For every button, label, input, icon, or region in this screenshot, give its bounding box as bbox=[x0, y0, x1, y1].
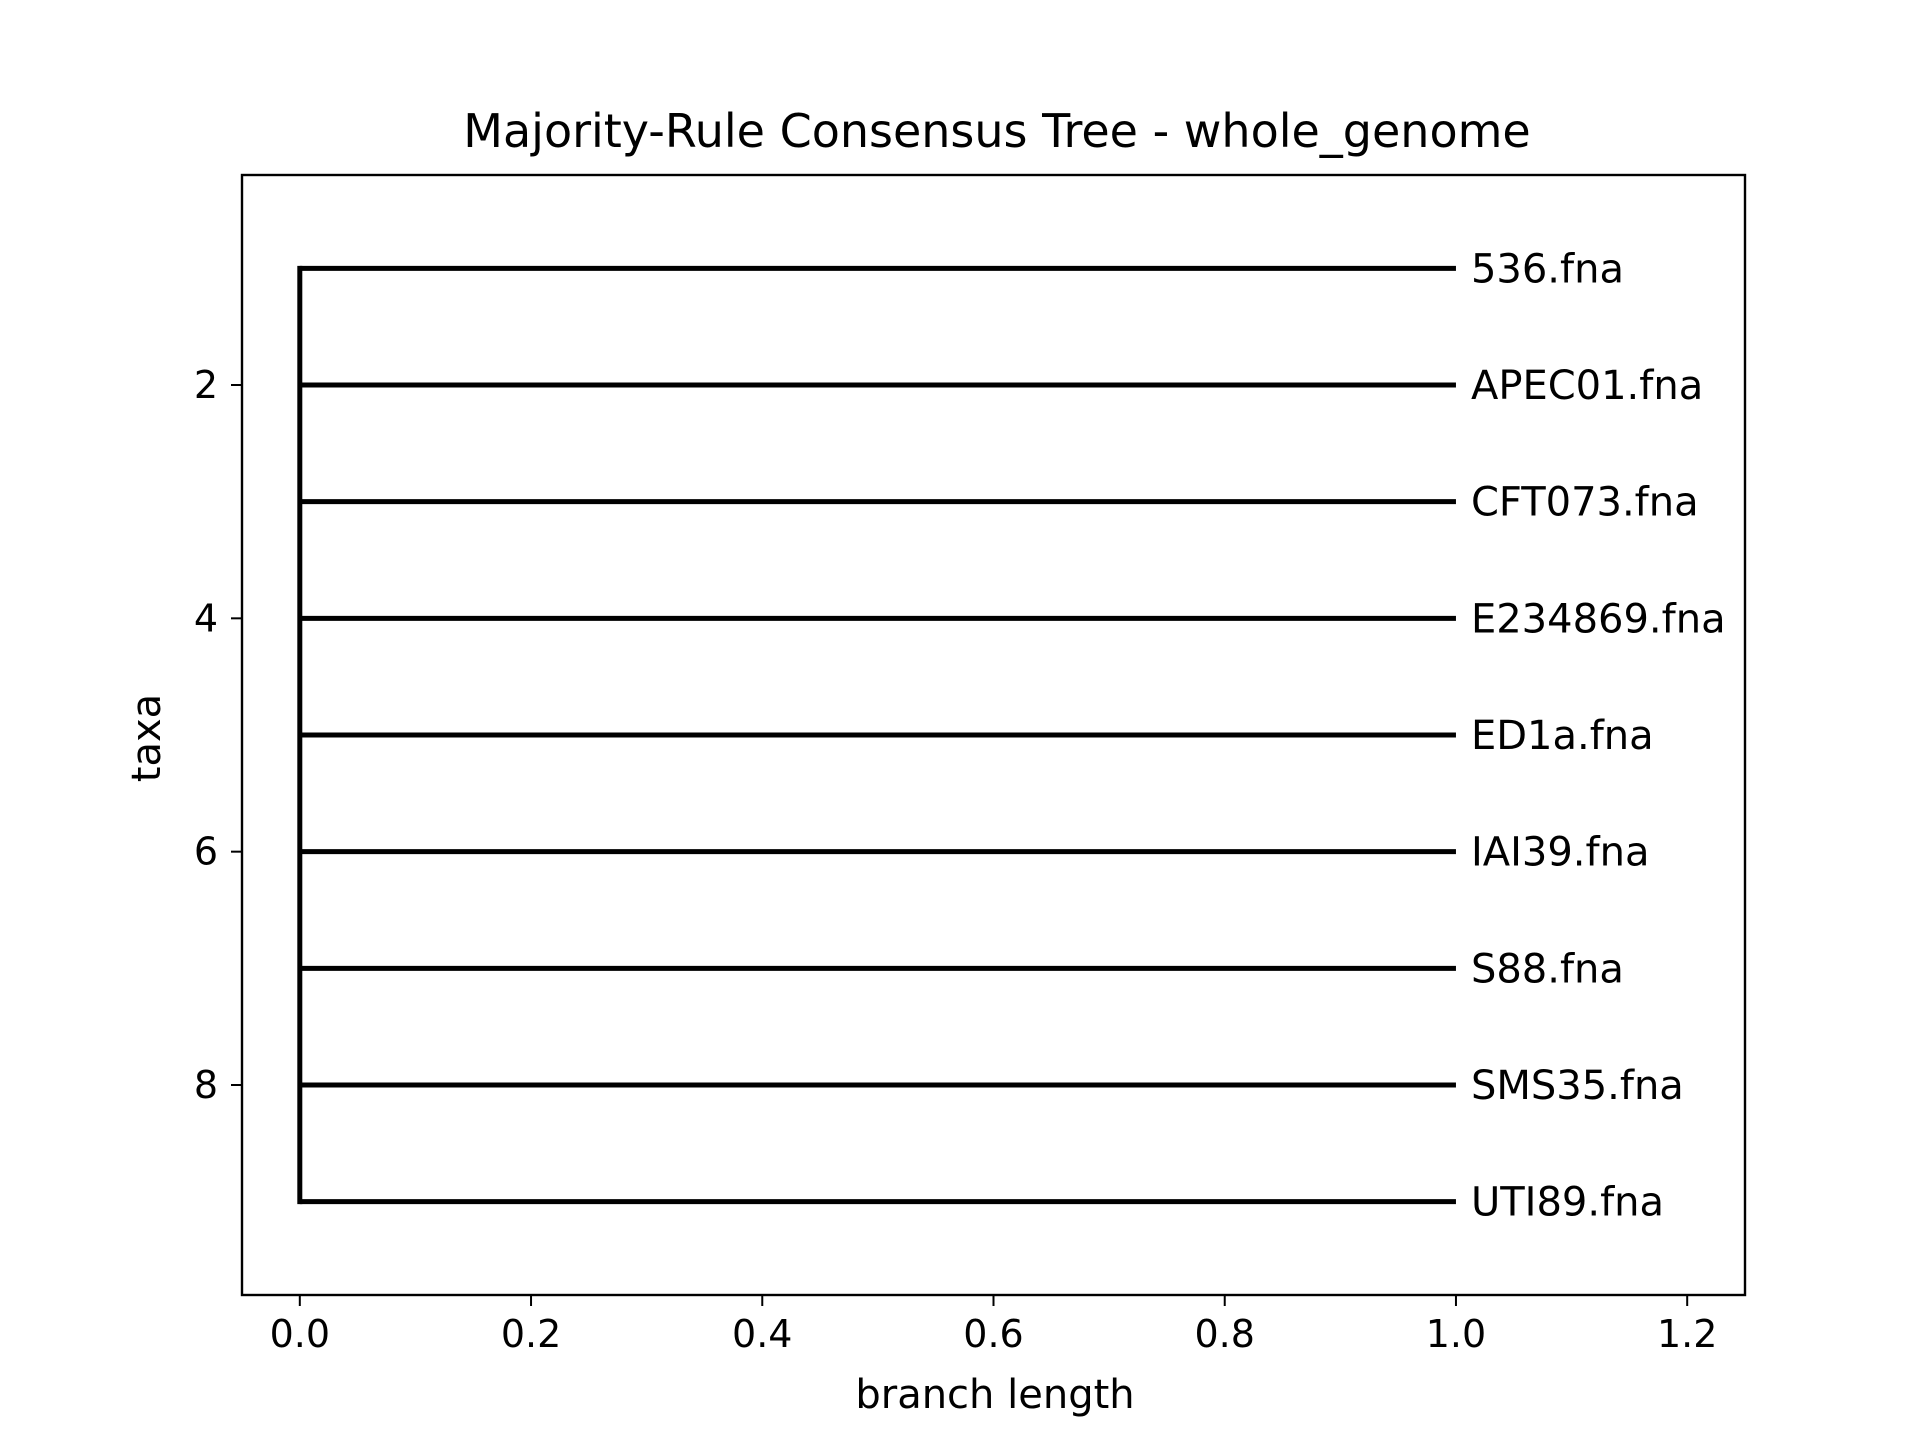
y-tick-label: 2 bbox=[194, 363, 218, 407]
x-axis-label: branch length bbox=[855, 1372, 1134, 1418]
taxon-label: UTI89.fna bbox=[1471, 1180, 1664, 1226]
taxon-label: APEC01.fna bbox=[1471, 363, 1703, 409]
plot-area: 0.0 0.2 0.4 0.6 0.8 1.0 1.2 2 4 6 8 536.fna APEC01.f… bbox=[194, 173, 1747, 1356]
taxon-label: S88.fna bbox=[1471, 946, 1624, 992]
taxon-label: ED1a.fna bbox=[1471, 713, 1654, 759]
taxon-label: SMS35.fna bbox=[1471, 1063, 1684, 1109]
x-tick-label: 0.6 bbox=[963, 1312, 1023, 1356]
x-tick-label: 0.2 bbox=[501, 1312, 561, 1356]
chart-title: Majority-Rule Consensus Tree - whole_gen… bbox=[463, 104, 1530, 158]
y-tick-label: 8 bbox=[194, 1063, 218, 1107]
y-tick-label: 6 bbox=[194, 830, 218, 874]
x-tick-label: 0.0 bbox=[270, 1312, 330, 1356]
taxon-label: IAI39.fna bbox=[1471, 830, 1650, 876]
y-tick-label: 4 bbox=[194, 596, 218, 640]
x-tick-label: 1.0 bbox=[1426, 1312, 1486, 1356]
x-tick-label: 0.4 bbox=[732, 1312, 792, 1356]
x-tick-label: 0.8 bbox=[1195, 1312, 1255, 1356]
taxon-label: 536.fna bbox=[1471, 246, 1624, 292]
x-tick-label: 1.2 bbox=[1657, 1312, 1717, 1356]
y-axis-label: taxa bbox=[124, 694, 170, 782]
taxon-label: E234869.fna bbox=[1471, 596, 1726, 642]
taxon-label: CFT073.fna bbox=[1471, 480, 1699, 526]
